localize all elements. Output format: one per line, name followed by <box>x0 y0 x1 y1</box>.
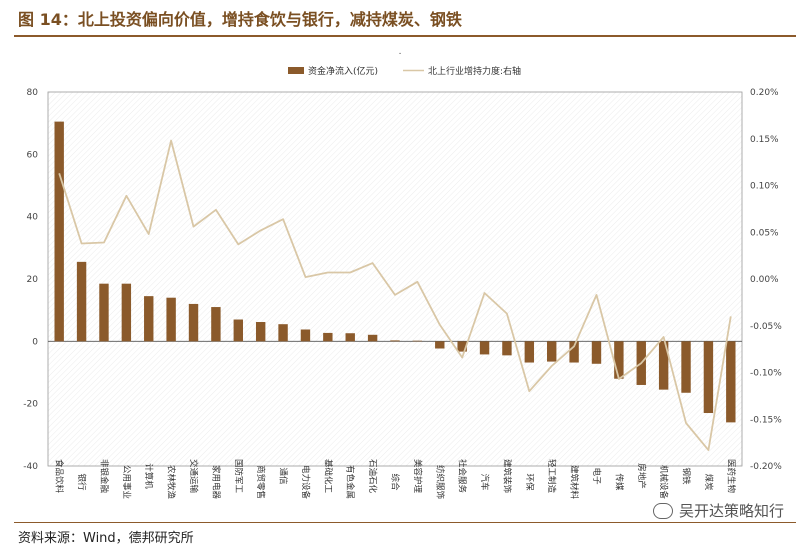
x-category-label: 煤炭 <box>703 473 714 491</box>
x-category-label: 电子 <box>591 467 602 485</box>
title-divider <box>14 35 796 37</box>
bar <box>726 341 736 423</box>
bar <box>479 341 490 355</box>
x-category-label: 非银金融 <box>98 459 109 494</box>
x-category-label: 社会服务 <box>457 459 468 494</box>
bar <box>412 340 423 342</box>
x-category-label: 房地产 <box>636 463 647 489</box>
legend-label-line: 北上行业增持力度:右轴 <box>428 65 521 77</box>
bar <box>435 341 445 349</box>
x-category-label: 纺织服饰 <box>434 465 445 500</box>
bar <box>703 341 714 414</box>
plot-area <box>47 91 743 467</box>
y-left-tick-label: 20 <box>27 275 39 285</box>
y-right-tick-label: -0.05% <box>750 322 782 332</box>
x-category-label: 基础化工 <box>322 459 333 494</box>
x-category-label: 建筑装饰 <box>501 459 512 494</box>
wechat-icon <box>652 502 673 519</box>
bar <box>54 121 64 342</box>
bar <box>166 297 176 342</box>
bar <box>591 341 602 364</box>
x-category-label: 公用事业 <box>121 465 132 499</box>
x-category-label: 传媒 <box>613 473 624 491</box>
y-right-tick-label: -0.15% <box>750 415 782 425</box>
bar <box>547 341 557 362</box>
y-right-tick-label: 0.00% <box>750 275 779 285</box>
x-category-label: 环保 <box>524 473 535 491</box>
y-left-tick-label: -20 <box>23 400 38 410</box>
bar <box>569 341 579 363</box>
y-left-tick-label: 60 <box>27 150 39 160</box>
x-category-label: 电力设备 <box>300 465 311 500</box>
watermark: 吴开达策略知行 <box>652 500 784 521</box>
bar <box>233 319 243 342</box>
x-category-label: 计算机 <box>143 463 154 489</box>
x-category-label: 机械设备 <box>658 465 669 500</box>
bar <box>502 341 512 356</box>
series-line <box>58 139 732 452</box>
x-category-label: 轻工制造 <box>546 459 557 494</box>
bar <box>99 283 109 342</box>
bar <box>144 296 154 342</box>
footer-divider <box>14 522 796 523</box>
bar <box>614 341 624 379</box>
x-category-label: 钢铁 <box>681 467 692 485</box>
x-category-label: 农林牧渔 <box>166 465 177 500</box>
x-category-label: 汽车 <box>479 473 490 490</box>
bar <box>323 332 333 342</box>
watermark-text: 吴开达策略知行 <box>678 502 784 520</box>
bar <box>390 340 400 342</box>
x-category-label: 家用电器 <box>210 465 221 500</box>
y-right-tick-label: 0.15% <box>750 135 779 145</box>
legend-swatch-bars <box>288 67 304 74</box>
y-right-tick-label: -0.10% <box>750 369 782 379</box>
x-category-label: 商贸零售 <box>255 465 266 499</box>
y-left-tick-label: 80 <box>27 88 39 98</box>
x-category-label: 通信 <box>278 467 289 485</box>
bar <box>367 334 378 342</box>
bar <box>255 322 266 342</box>
top-marker: . <box>399 47 402 57</box>
x-category-label: 食品饮料 <box>54 459 65 494</box>
y-right-tick-label: 0.05% <box>750 228 779 238</box>
bar <box>457 341 467 352</box>
bar <box>345 333 355 342</box>
x-category-label: 交通运输 <box>188 459 199 494</box>
bar <box>524 341 535 363</box>
bar <box>76 261 87 342</box>
y-left-tick-label: 0 <box>32 337 38 347</box>
page-title: 图 14：北上投资偏向价值，增持食饮与银行，减持煤炭、钢铁 <box>18 10 462 29</box>
x-category-label: 综合 <box>390 473 401 491</box>
x-category-label: 银行 <box>76 473 87 491</box>
y-right-tick-label: -0.20% <box>750 462 782 472</box>
bar <box>300 329 311 342</box>
x-category-label: 医药生物 <box>725 459 736 494</box>
bar <box>658 341 669 390</box>
x-category-label: 建筑材料 <box>569 465 580 500</box>
legend-label-bars: 资金净流入(亿元) <box>308 65 378 77</box>
y-left-tick-label: -40 <box>23 462 38 472</box>
source-note: 资料来源：Wind，德邦研究所 <box>18 531 194 546</box>
x-category-label: 石油石化 <box>367 459 378 494</box>
x-category-label: 国防军工 <box>233 459 244 494</box>
x-category-label: 有色金属 <box>345 465 356 499</box>
bar <box>681 341 691 393</box>
bar <box>121 283 132 342</box>
y-right-tick-label: 0.10% <box>750 182 779 192</box>
x-category-label: 美容护理 <box>412 459 423 494</box>
y-left-tick-label: 40 <box>27 213 39 223</box>
chart: . 资金净流入(亿元) 北上行业增持力度:右轴 -40 -20 0 20 40 60 80 -0.2… <box>23 47 782 500</box>
bar <box>211 307 221 342</box>
bar <box>188 303 199 342</box>
bar <box>278 324 288 342</box>
y-right-tick-label: 0.20% <box>750 88 779 98</box>
